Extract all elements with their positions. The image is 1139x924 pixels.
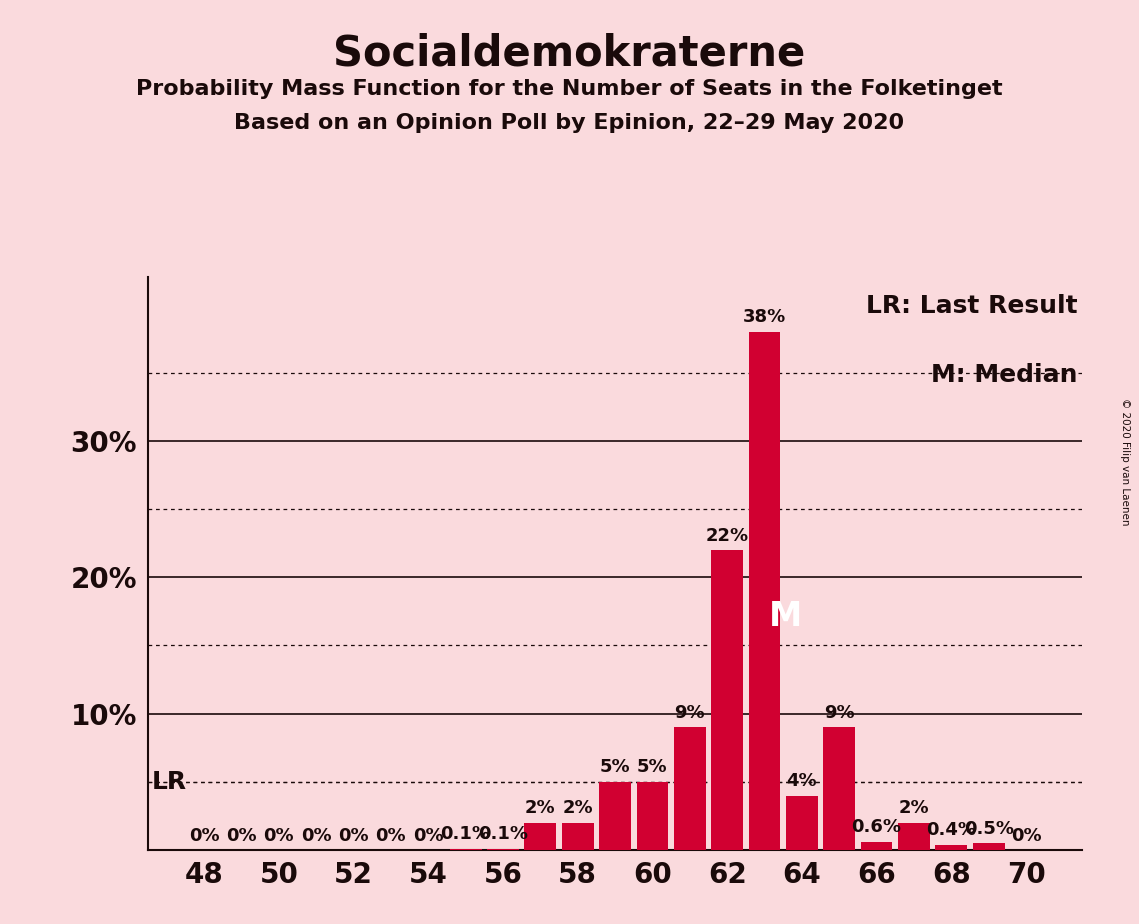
Bar <box>935 845 967 850</box>
Text: Socialdemokraterne: Socialdemokraterne <box>334 32 805 74</box>
Text: © 2020 Filip van Laenen: © 2020 Filip van Laenen <box>1121 398 1130 526</box>
Bar <box>861 842 893 850</box>
Bar <box>898 822 929 850</box>
Text: 9%: 9% <box>823 704 854 722</box>
Text: 0%: 0% <box>376 827 407 845</box>
Text: 5%: 5% <box>637 759 667 776</box>
Text: 0.4%: 0.4% <box>926 821 976 839</box>
Text: 4%: 4% <box>787 772 817 790</box>
Bar <box>823 727 855 850</box>
Text: LR: Last Result: LR: Last Result <box>866 295 1077 319</box>
Text: LR: LR <box>151 770 187 794</box>
Bar <box>973 844 1005 850</box>
Bar <box>599 782 631 850</box>
Text: M: Median: M: Median <box>931 363 1077 387</box>
Bar <box>674 727 706 850</box>
Text: 38%: 38% <box>743 309 786 326</box>
Text: 0.6%: 0.6% <box>852 819 902 836</box>
Text: 0%: 0% <box>263 827 294 845</box>
Bar <box>786 796 818 850</box>
Text: 0%: 0% <box>338 827 369 845</box>
Text: 2%: 2% <box>525 799 556 818</box>
Text: M: M <box>769 601 802 633</box>
Bar <box>487 849 519 850</box>
Text: 0%: 0% <box>1010 827 1041 845</box>
Text: Based on an Opinion Poll by Epinion, 22–29 May 2020: Based on an Opinion Poll by Epinion, 22–… <box>235 113 904 133</box>
Bar <box>524 822 556 850</box>
Text: 0.1%: 0.1% <box>478 825 528 844</box>
Bar <box>562 822 593 850</box>
Bar <box>450 849 482 850</box>
Bar <box>637 782 669 850</box>
Text: Probability Mass Function for the Number of Seats in the Folketinget: Probability Mass Function for the Number… <box>137 79 1002 99</box>
Text: 0%: 0% <box>189 827 220 845</box>
Text: 2%: 2% <box>899 799 929 818</box>
Text: 2%: 2% <box>563 799 593 818</box>
Text: 0%: 0% <box>301 827 331 845</box>
Text: 22%: 22% <box>705 527 748 544</box>
Text: 0.5%: 0.5% <box>964 820 1014 838</box>
Bar <box>748 332 780 850</box>
Bar <box>711 550 743 850</box>
Text: 0%: 0% <box>413 827 443 845</box>
Text: 0%: 0% <box>227 827 256 845</box>
Text: 0.1%: 0.1% <box>441 825 491 844</box>
Text: 9%: 9% <box>674 704 705 722</box>
Text: 5%: 5% <box>600 759 630 776</box>
